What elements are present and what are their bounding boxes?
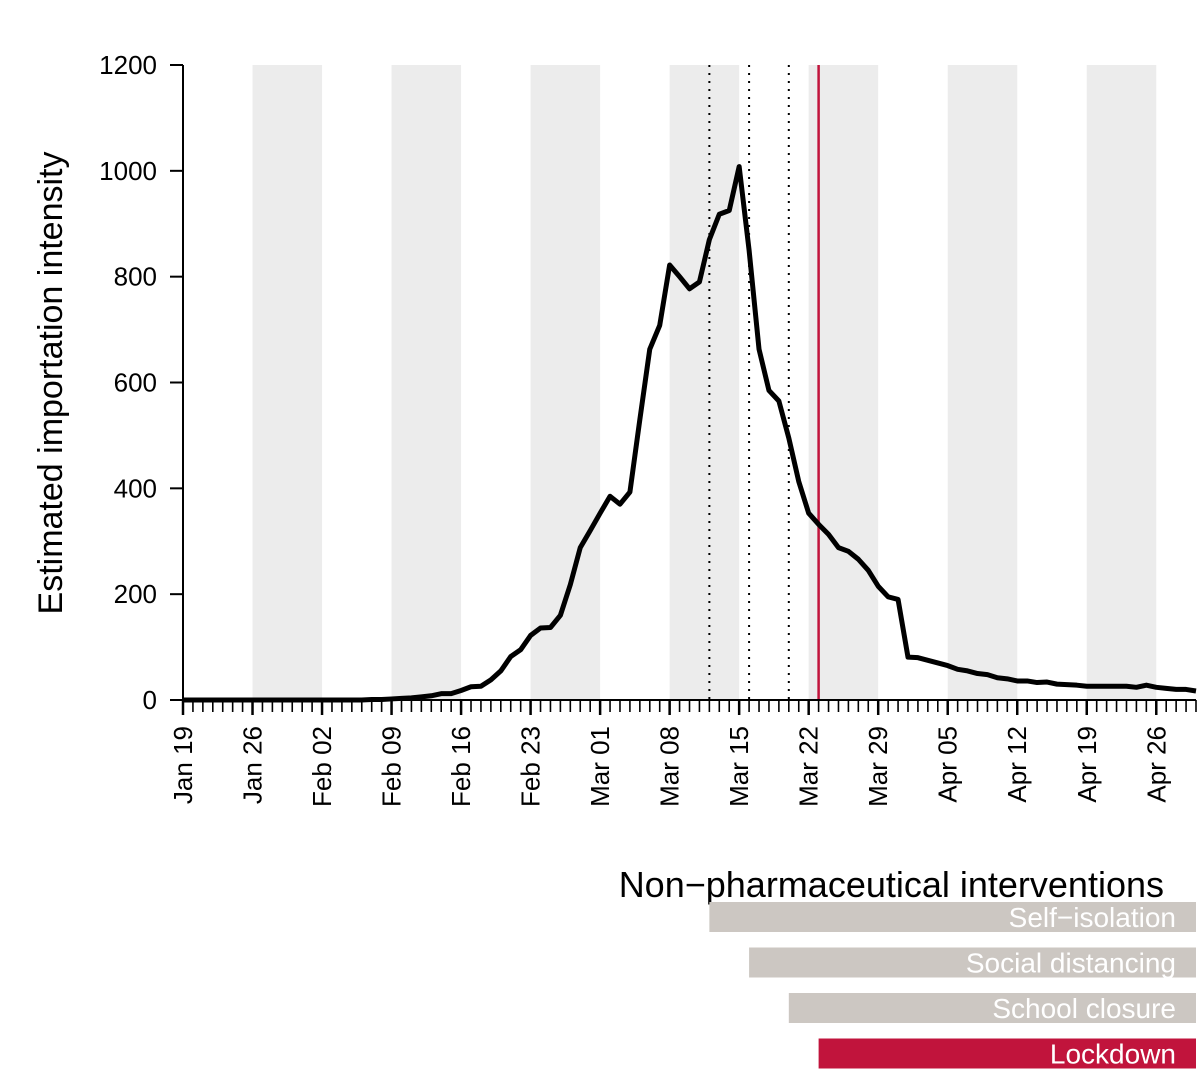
y-tick-label: 0	[143, 685, 157, 715]
x-tick-label: Mar 08	[655, 726, 685, 807]
x-tick-label: Mar 22	[794, 726, 824, 807]
intervention-bar	[749, 947, 1196, 978]
shaded-week	[391, 65, 462, 700]
x-tick-label: Feb 09	[377, 726, 407, 807]
x-tick-label: Mar 01	[585, 726, 615, 807]
intervention-bar	[788, 993, 1196, 1023]
intervention-bars: Self−isolation Social distancing School cl…	[709, 902, 1196, 1070]
shaded-week	[808, 65, 879, 700]
x-tick-label: Mar 15	[724, 726, 754, 807]
x-tick-label: Apr 19	[1072, 726, 1102, 803]
y-axis-label: Estimated importation intensity	[32, 152, 70, 615]
intervention-reference-lines	[708, 65, 820, 700]
shaded-week	[947, 65, 1018, 700]
shaded-week	[1086, 65, 1157, 700]
shaded-week	[669, 65, 740, 700]
weekly-shading	[252, 65, 1157, 700]
intervention-bar	[709, 902, 1196, 932]
intervention-label: Lockdown	[1050, 1039, 1176, 1070]
shaded-week	[252, 65, 323, 700]
y-tick-label: 200	[114, 579, 157, 609]
interventions-title: Non−pharmaceutical interventions	[619, 864, 1164, 905]
y-tick-label: 800	[114, 262, 157, 292]
y-axis: 0 200 400 600 800 1000 1200	[99, 50, 184, 715]
intervention-label: Social distancing	[966, 948, 1176, 979]
x-axis: Jan 19 Jan 26 Feb 02 Feb 09 Feb 16 Feb 23 Mar …	[168, 699, 1197, 807]
x-tick-label: Jan 26	[238, 726, 268, 804]
y-tick-label: 1000	[99, 156, 157, 186]
x-tick-label: Feb 02	[307, 726, 337, 807]
y-tick-label: 400	[114, 473, 157, 503]
x-tick-label: Feb 23	[516, 726, 546, 807]
x-tick-label: Feb 16	[446, 726, 476, 807]
intervention-bar	[818, 1038, 1196, 1069]
intervention-label: School closure	[992, 993, 1176, 1024]
x-tick-label: Mar 29	[863, 726, 893, 807]
x-tick-label: Apr 05	[933, 726, 963, 803]
y-tick-label: 1200	[99, 50, 157, 80]
x-tick-label: Apr 26	[1141, 726, 1171, 803]
intervention-label: Self−isolation	[1009, 902, 1176, 933]
x-tick-label: Jan 19	[168, 726, 198, 804]
x-tick-label: Apr 12	[1002, 726, 1032, 803]
y-tick-label: 600	[114, 368, 157, 398]
